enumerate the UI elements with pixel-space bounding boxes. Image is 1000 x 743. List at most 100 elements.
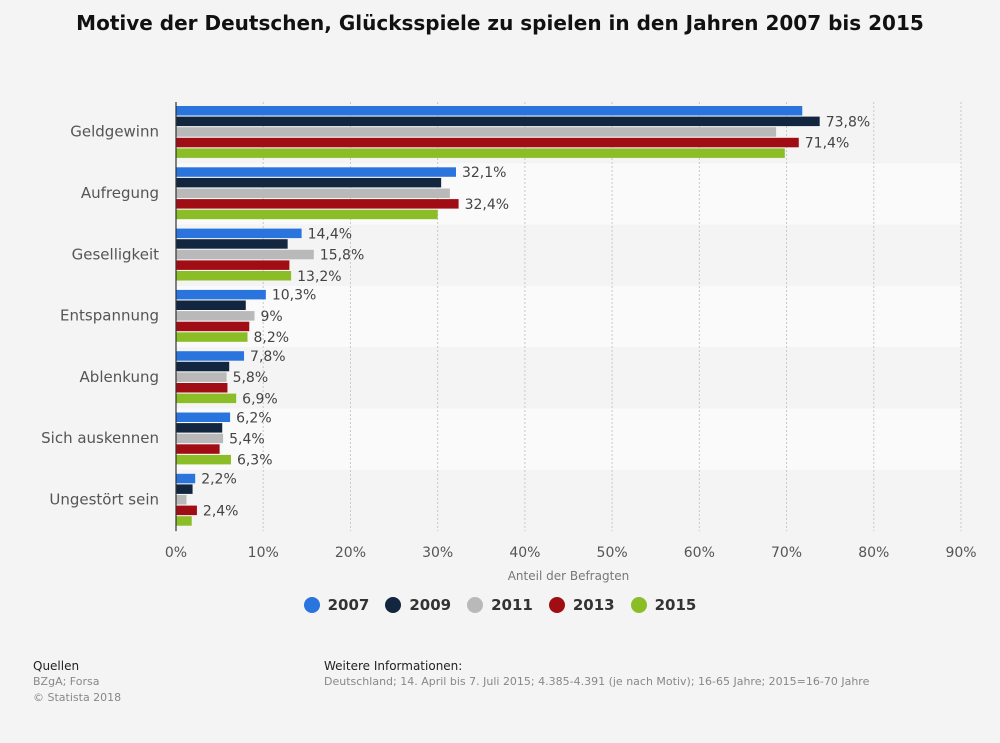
category-label: Sich auskennen: [41, 429, 159, 447]
x-tick-label: 20%: [335, 545, 366, 561]
legend-item-2011[interactable]: 2011: [467, 596, 533, 614]
data-label: 7,8%: [250, 349, 286, 365]
x-tick-label: 70%: [771, 545, 802, 561]
bar-2015-5: [176, 454, 231, 465]
bar-2007-6: [176, 473, 196, 484]
legend-marker: [467, 597, 484, 613]
data-label: 2,2%: [201, 472, 237, 488]
category-band: [176, 347, 961, 409]
x-tick-label: 0%: [165, 545, 187, 561]
x-tick-label: 10%: [248, 545, 279, 561]
bar-2009-6: [176, 484, 193, 494]
bar-2009-5: [176, 423, 223, 433]
legend-item-2013[interactable]: 2013: [548, 596, 615, 614]
x-tick-label: 80%: [858, 545, 889, 561]
bar-2007-2: [176, 228, 302, 239]
bar-2015-0: [176, 148, 785, 158]
sources-line: BZgA; Forsa: [33, 675, 100, 688]
bar-2011-5: [176, 433, 224, 444]
category-band: [176, 469, 961, 532]
x-axis-label: Anteil der Befragten: [508, 569, 630, 583]
bar-2013-2: [176, 260, 290, 270]
bar-2013-3: [176, 321, 250, 332]
info-heading: Weitere Informationen:: [324, 659, 463, 673]
bar-2007-5: [176, 412, 231, 422]
data-label: 9%: [261, 309, 283, 325]
info-text: Deutschland; 14. April bis 7. Juli 2015;…: [324, 675, 870, 688]
legend-label: 2007: [327, 596, 370, 614]
bar-2011-3: [176, 311, 255, 321]
bar-2011-4: [176, 372, 227, 382]
bar-2011-1: [176, 188, 450, 198]
x-tick-label: 60%: [684, 545, 715, 561]
x-tick-label: 40%: [509, 545, 540, 561]
data-label: 71,4%: [805, 136, 849, 152]
category-label: Aufregung: [81, 184, 159, 202]
legend-marker: [548, 597, 565, 613]
bar-2015-1: [176, 209, 438, 220]
data-label: 13,2%: [297, 269, 341, 285]
bar-2009-4: [176, 361, 230, 372]
bar-2009-2: [176, 239, 288, 249]
bar-2013-4: [176, 383, 228, 393]
sources-heading: Quellen: [33, 659, 80, 673]
data-label: 6,9%: [242, 391, 278, 407]
category-band: [176, 285, 961, 348]
x-tick-label: 90%: [945, 545, 976, 561]
x-tick-label: 50%: [597, 545, 628, 561]
data-label: 32,4%: [465, 197, 509, 213]
info-block: Weitere Informationen: Deutschland; 14. …: [324, 658, 869, 690]
bar-2007-4: [176, 351, 245, 361]
bar-2015-2: [176, 271, 292, 281]
category-band: [176, 408, 961, 470]
bar-2015-3: [176, 332, 248, 342]
legend-item-2007[interactable]: 2007: [303, 596, 370, 614]
category-label: Entspannung: [60, 307, 159, 325]
bar-2013-1: [176, 199, 459, 209]
legend-label: 2011: [491, 596, 533, 614]
legend-label: 2015: [654, 596, 697, 614]
bar-2015-4: [176, 393, 237, 404]
data-label: 5,8%: [233, 370, 269, 386]
bar-2011-6: [176, 495, 187, 505]
legend-item-2009[interactable]: 2009: [385, 596, 451, 614]
legend-item-2015[interactable]: 2015: [630, 596, 697, 614]
data-label: 2,4%: [203, 503, 239, 519]
bar-chart: 0% 10% 20% 30% 40% 50% 60% 70% 80% 90% Anteil der …: [41, 102, 977, 583]
bar-2007-0: [176, 106, 803, 116]
legend-label: 2013: [572, 596, 615, 614]
category-label: Geselligkeit: [72, 245, 159, 263]
bar-2011-0: [176, 127, 777, 137]
sources-block: Quellen BZgA; Forsa © Statista 2018: [33, 658, 121, 706]
bar-2013-6: [176, 505, 197, 516]
legend-marker: [385, 597, 402, 613]
data-label: 10,3%: [272, 288, 316, 304]
chart-legend: 2007 2009 2011 2013 2015: [0, 596, 1000, 614]
bar-2013-5: [176, 444, 220, 454]
bar-2011-2: [176, 249, 314, 260]
legend-marker: [303, 597, 320, 613]
chart-title: Motive der Deutschen, Glücksspiele zu sp…: [76, 11, 924, 35]
category-label: Ablenkung: [80, 368, 159, 386]
bar-2013-0: [176, 137, 799, 148]
legend-label: 2009: [409, 596, 452, 614]
data-label: 32,1%: [462, 165, 506, 181]
data-label: 14,4%: [308, 226, 352, 242]
bar-2009-0: [176, 116, 820, 127]
data-label: 5,4%: [229, 431, 265, 447]
x-tick-label: 30%: [422, 545, 453, 561]
data-label: 8,2%: [254, 330, 290, 346]
category-label: Geldgewinn: [70, 123, 159, 141]
legend-marker: [630, 597, 647, 613]
bar-2007-3: [176, 289, 266, 300]
bar-2009-3: [176, 300, 246, 310]
bar-2007-1: [176, 167, 456, 177]
copyright-line: © Statista 2018: [33, 691, 122, 704]
data-label: 6,3%: [237, 453, 273, 469]
category-label: Ungestört sein: [49, 490, 159, 508]
data-label: 6,2%: [236, 410, 272, 426]
bar-2009-1: [176, 177, 442, 188]
data-label: 15,8%: [320, 248, 364, 264]
bar-2015-6: [176, 516, 192, 526]
data-label: 73,8%: [826, 114, 870, 130]
